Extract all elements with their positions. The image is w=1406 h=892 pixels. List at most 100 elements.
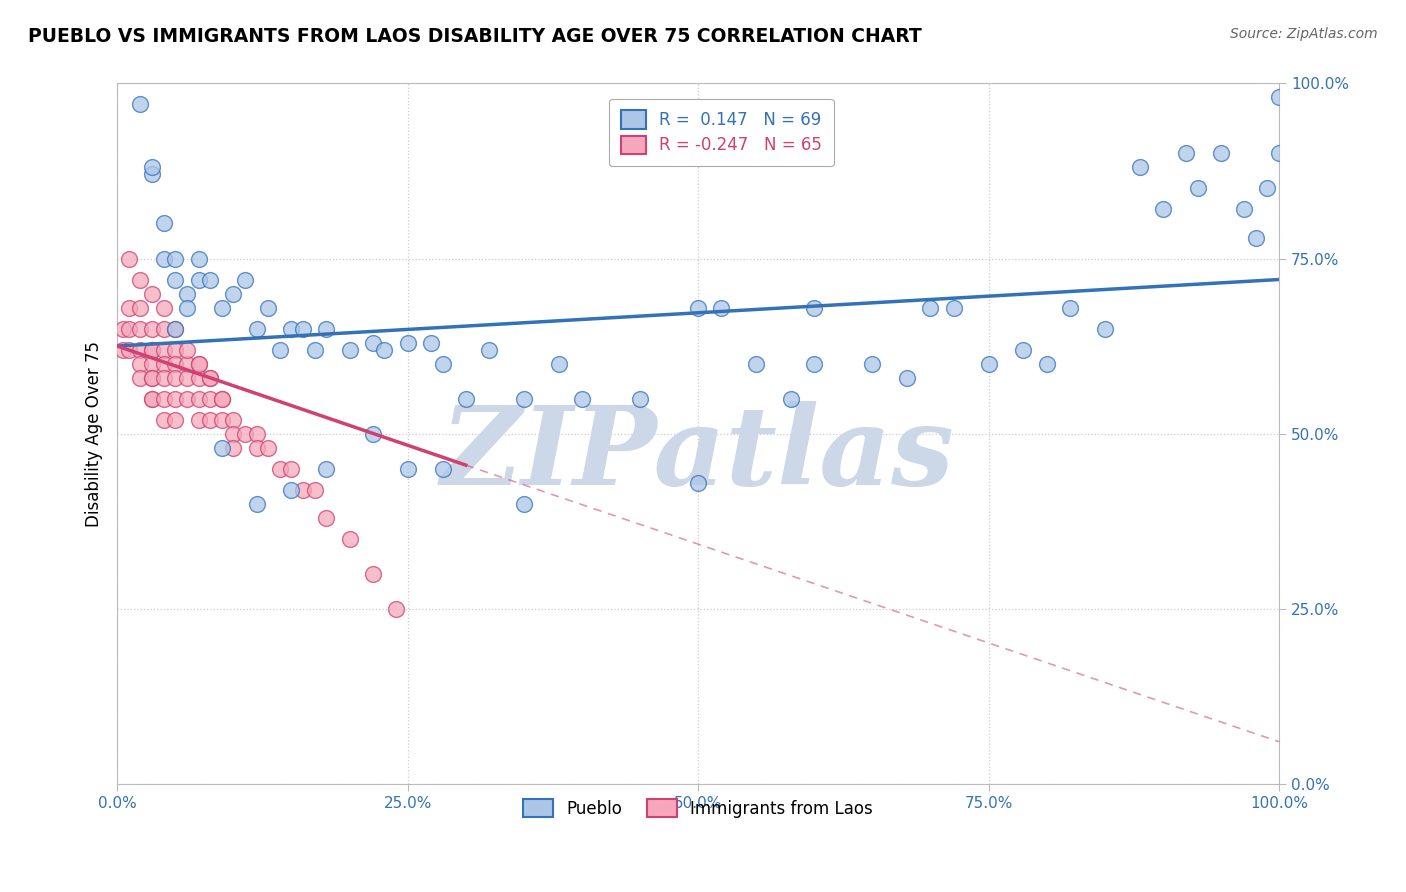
Point	[1059, 301, 1081, 315]
Point	[141, 343, 163, 357]
Point	[361, 426, 384, 441]
Point	[977, 357, 1000, 371]
Point	[198, 412, 221, 426]
Point	[141, 392, 163, 406]
Point	[803, 301, 825, 315]
Point	[152, 412, 174, 426]
Point	[198, 272, 221, 286]
Point	[513, 497, 536, 511]
Point	[141, 357, 163, 371]
Point	[547, 357, 569, 371]
Point	[1094, 321, 1116, 335]
Point	[118, 321, 141, 335]
Point	[211, 301, 233, 315]
Point	[222, 426, 245, 441]
Point	[710, 301, 733, 315]
Point	[152, 252, 174, 266]
Point	[165, 272, 187, 286]
Point	[339, 343, 361, 357]
Point	[118, 343, 141, 357]
Point	[187, 357, 209, 371]
Point	[129, 357, 152, 371]
Point	[198, 392, 221, 406]
Point	[269, 343, 291, 357]
Point	[860, 357, 883, 371]
Point	[246, 321, 269, 335]
Point	[1187, 181, 1209, 195]
Point	[118, 301, 141, 315]
Point	[396, 335, 419, 350]
Point	[176, 301, 198, 315]
Point	[688, 301, 710, 315]
Point	[187, 392, 209, 406]
Point	[165, 370, 187, 384]
Point	[361, 335, 384, 350]
Point	[129, 272, 152, 286]
Point	[745, 357, 768, 371]
Point	[780, 392, 803, 406]
Point	[280, 461, 302, 475]
Point	[141, 392, 163, 406]
Point	[129, 321, 152, 335]
Point	[896, 370, 918, 384]
Point	[141, 370, 163, 384]
Point	[1209, 146, 1232, 161]
Point	[165, 343, 187, 357]
Point	[233, 272, 256, 286]
Point	[280, 483, 302, 497]
Point	[385, 601, 408, 615]
Point	[269, 461, 291, 475]
Point	[152, 343, 174, 357]
Point	[1244, 230, 1267, 244]
Point	[1035, 357, 1057, 371]
Point	[165, 321, 187, 335]
Point	[152, 357, 174, 371]
Point	[920, 301, 942, 315]
Point	[942, 301, 965, 315]
Point	[432, 461, 454, 475]
Point	[571, 392, 593, 406]
Point	[152, 370, 174, 384]
Point	[257, 301, 280, 315]
Point	[187, 357, 209, 371]
Point	[478, 343, 501, 357]
Point	[315, 461, 337, 475]
Point	[129, 97, 152, 112]
Y-axis label: Disability Age Over 75: Disability Age Over 75	[86, 341, 103, 526]
Point	[141, 343, 163, 357]
Point	[292, 321, 315, 335]
Point	[373, 343, 395, 357]
Point	[111, 343, 134, 357]
Point	[246, 426, 269, 441]
Point	[165, 392, 187, 406]
Point	[304, 483, 326, 497]
Point	[246, 441, 269, 455]
Point	[129, 301, 152, 315]
Point	[165, 321, 187, 335]
Point	[152, 217, 174, 231]
Point	[315, 321, 337, 335]
Point	[454, 392, 477, 406]
Point	[315, 510, 337, 524]
Point	[432, 357, 454, 371]
Point	[187, 370, 209, 384]
Point	[688, 475, 710, 490]
Point	[211, 412, 233, 426]
Text: PUEBLO VS IMMIGRANTS FROM LAOS DISABILITY AGE OVER 75 CORRELATION CHART: PUEBLO VS IMMIGRANTS FROM LAOS DISABILIT…	[28, 27, 922, 45]
Point	[1233, 202, 1256, 217]
Point	[176, 286, 198, 301]
Point	[176, 357, 198, 371]
Point	[222, 441, 245, 455]
Point	[1152, 202, 1174, 217]
Point	[187, 412, 209, 426]
Point	[1268, 90, 1291, 104]
Point	[222, 286, 245, 301]
Point	[339, 532, 361, 546]
Point	[803, 357, 825, 371]
Point	[280, 321, 302, 335]
Point	[1175, 146, 1198, 161]
Point	[129, 343, 152, 357]
Text: Source: ZipAtlas.com: Source: ZipAtlas.com	[1230, 27, 1378, 41]
Point	[141, 321, 163, 335]
Point	[1012, 343, 1035, 357]
